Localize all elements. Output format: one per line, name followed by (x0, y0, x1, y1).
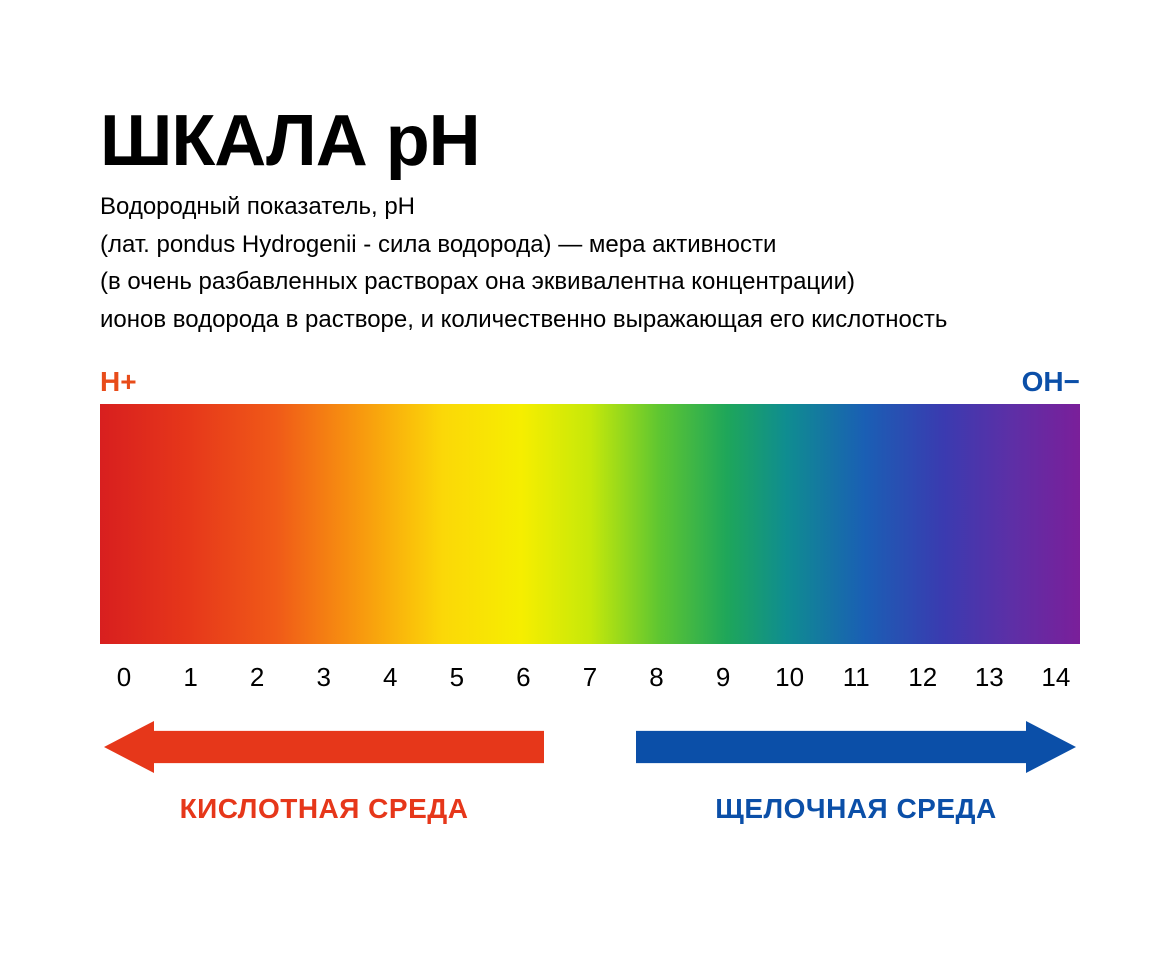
arrow-left-icon (104, 721, 544, 773)
ion-h-plus-label: H+ (100, 366, 137, 398)
ph-value-7: 7 (570, 662, 610, 693)
ph-value-4: 4 (370, 662, 410, 693)
ph-value-1: 1 (171, 662, 211, 693)
subtitle-line-3: (в очень разбавленных растворах она экви… (100, 265, 1080, 299)
ph-value-12: 12 (903, 662, 943, 693)
ph-value-11: 11 (836, 662, 876, 693)
ph-value-13: 13 (969, 662, 1009, 693)
base-arrow-group: ЩЕЛОЧНАЯ СРЕДА (636, 721, 1076, 825)
ph-value-5: 5 (437, 662, 477, 693)
arrow-right-icon (636, 721, 1076, 773)
ph-value-6: 6 (503, 662, 543, 693)
ph-value-2: 2 (237, 662, 277, 693)
ph-scale-numbers: 01234567891011121314 (100, 662, 1080, 693)
ion-oh-minus-label: OH− (1022, 366, 1080, 398)
ph-spectrum-gradient (100, 404, 1080, 644)
subtitle-line-2: (лат. pondus Hydrogenii - сила водорода)… (100, 228, 1080, 262)
ph-value-0: 0 (104, 662, 144, 693)
acid-arrow-group: КИСЛОТНАЯ СРЕДА (104, 721, 544, 825)
ion-labels-row: H+ OH− (100, 366, 1080, 398)
base-environment-label: ЩЕЛОЧНАЯ СРЕДА (715, 793, 996, 825)
ph-value-9: 9 (703, 662, 743, 693)
ph-value-3: 3 (304, 662, 344, 693)
page-title: ШКАЛА pH (100, 100, 1080, 182)
ph-value-8: 8 (637, 662, 677, 693)
subtitle-line-1: Водородный показатель, pH (100, 190, 1080, 224)
subtitle-line-4: ионов водорода в растворе, и количествен… (100, 303, 1080, 337)
acid-environment-label: КИСЛОТНАЯ СРЕДА (180, 793, 469, 825)
ph-value-14: 14 (1036, 662, 1076, 693)
ph-value-10: 10 (770, 662, 810, 693)
environment-arrows-row: КИСЛОТНАЯ СРЕДА ЩЕЛОЧНАЯ СРЕДА (100, 721, 1080, 825)
